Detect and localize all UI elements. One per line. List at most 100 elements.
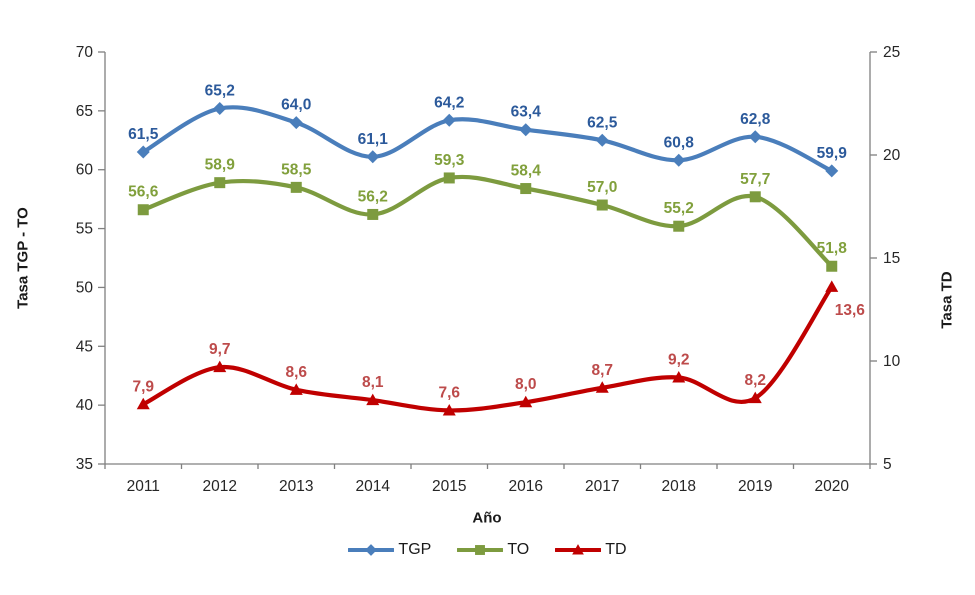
data-label-TO: 55,2 bbox=[664, 200, 694, 217]
triangle-marker-icon bbox=[213, 360, 227, 373]
data-label-TO: 59,3 bbox=[434, 152, 465, 169]
left-axis-tick-label: 50 bbox=[76, 279, 94, 296]
diamond-marker-icon bbox=[519, 123, 533, 137]
data-label-TGP: 64,0 bbox=[281, 97, 311, 114]
triangle-marker-icon bbox=[366, 393, 380, 406]
x-axis-category-label: 2017 bbox=[585, 478, 619, 495]
x-axis-category-label: 2019 bbox=[738, 478, 772, 495]
data-label-TD: 7,9 bbox=[132, 378, 154, 395]
triangle-marker-icon bbox=[572, 544, 585, 555]
data-label-TD: 8,1 bbox=[362, 374, 384, 391]
diamond-marker-icon bbox=[289, 116, 303, 130]
data-label-TO: 56,6 bbox=[128, 184, 159, 201]
x-axis-category-label: 2020 bbox=[815, 478, 850, 495]
square-marker-icon bbox=[749, 191, 761, 203]
data-label-TGP: 60,8 bbox=[664, 134, 695, 151]
data-label-TD: 8,2 bbox=[744, 372, 766, 389]
square-marker-icon bbox=[290, 181, 302, 193]
data-label-TD: 9,2 bbox=[668, 351, 690, 368]
right-axis-tick-label: 25 bbox=[883, 44, 900, 61]
triangle-marker-icon bbox=[136, 397, 150, 410]
legend-swatch-to-icon bbox=[457, 545, 504, 555]
right-axis-tick-label: 5 bbox=[883, 456, 892, 473]
legend-item-to: TO bbox=[457, 541, 529, 559]
x-axis-category-label: 2014 bbox=[356, 478, 391, 495]
square-marker-icon bbox=[596, 199, 608, 211]
data-label-TD: 8,6 bbox=[285, 364, 307, 381]
left-axis-title: Tasa TGP - TO bbox=[14, 207, 32, 309]
legend-label-td: TD bbox=[605, 541, 627, 558]
left-axis-tick-label: 45 bbox=[76, 338, 93, 355]
data-label-TD: 9,7 bbox=[209, 341, 231, 358]
series-TO: 56,6 58,9 58,5 56,2 59,3 58,4 57,0 55,2 57,7 51,8 bbox=[128, 152, 847, 272]
data-label-TGP: 61,1 bbox=[358, 131, 389, 148]
diamond-marker-icon bbox=[442, 113, 456, 127]
x-axis-category-label: 2011 bbox=[127, 478, 160, 495]
triangle-marker-icon bbox=[519, 395, 533, 408]
data-label-TO: 58,9 bbox=[205, 157, 236, 174]
square-marker-icon bbox=[137, 204, 149, 216]
triangle-marker-icon bbox=[825, 280, 839, 292]
x-axis-category-label: 2018 bbox=[662, 478, 696, 495]
triangle-marker-icon bbox=[748, 391, 762, 404]
x-axis-category-label: 2016 bbox=[509, 478, 543, 495]
legend-label-tgp: TGP bbox=[398, 541, 432, 558]
square-marker-icon bbox=[443, 172, 455, 184]
data-label-TO: 58,4 bbox=[511, 163, 542, 180]
data-label-TO: 57,0 bbox=[587, 179, 617, 196]
diamond-marker-icon bbox=[136, 145, 150, 159]
left-axis-tick-label: 60 bbox=[76, 162, 94, 179]
legend-swatch-tgp-icon bbox=[348, 544, 395, 556]
diamond-marker-icon bbox=[366, 150, 380, 164]
legend-swatch-td-icon bbox=[555, 544, 602, 555]
data-label-TGP: 64,2 bbox=[434, 94, 464, 111]
series-line-TD bbox=[141, 284, 834, 413]
data-label-TD: 8,7 bbox=[591, 362, 613, 379]
series-TGP: 61,5 65,2 64,0 61,1 64,2 63,4 62,5 60,8 62,8 59,9 bbox=[128, 83, 847, 178]
data-label-TD: 13,6 bbox=[835, 302, 866, 319]
series-line-TO bbox=[141, 174, 834, 269]
square-marker-icon bbox=[826, 260, 838, 272]
square-marker-icon bbox=[367, 208, 379, 220]
x-axis-category-label: 2012 bbox=[203, 478, 237, 495]
x-axis-category-label: 2013 bbox=[279, 478, 313, 495]
left-axis-tick-label: 35 bbox=[76, 456, 93, 473]
data-label-TGP: 63,4 bbox=[511, 104, 542, 121]
legend-item-td: TD bbox=[555, 541, 627, 559]
diamond-marker-icon bbox=[213, 102, 227, 116]
x-axis-title: Año bbox=[472, 509, 502, 527]
legend: TGP TO TD bbox=[105, 541, 870, 559]
right-axis-tick-label: 15 bbox=[883, 250, 900, 267]
diamond-marker-icon bbox=[595, 133, 609, 147]
triangle-marker-icon bbox=[595, 381, 609, 393]
right-axis-title: Tasa TD bbox=[938, 271, 956, 329]
diamond-marker-icon bbox=[672, 153, 686, 167]
square-marker-icon bbox=[673, 220, 685, 232]
square-marker-icon bbox=[475, 545, 486, 555]
data-label-TGP: 61,5 bbox=[128, 126, 159, 143]
legend-label-to: TO bbox=[507, 541, 530, 558]
triangle-marker-icon bbox=[672, 370, 686, 383]
data-label-TO: 51,8 bbox=[817, 240, 848, 257]
left-axis-tick-label: 65 bbox=[76, 103, 93, 120]
data-label-TGP: 62,8 bbox=[740, 111, 771, 128]
diamond-marker-icon bbox=[365, 544, 378, 556]
diamond-marker-icon bbox=[748, 130, 762, 144]
square-marker-icon bbox=[520, 183, 532, 195]
triangle-marker-icon bbox=[442, 403, 456, 416]
left-axis-tick-label: 55 bbox=[76, 221, 93, 238]
data-label-TGP: 62,5 bbox=[587, 114, 618, 131]
series-line-TGP bbox=[141, 105, 834, 173]
data-label-TGP: 65,2 bbox=[205, 83, 235, 100]
square-marker-icon bbox=[214, 177, 226, 189]
legend-item-tgp: TGP bbox=[348, 541, 431, 559]
series-TD: 7,9 9,7 8,6 8,1 7,6 8,0 8,7 9,2 8,2 13,6 bbox=[132, 280, 866, 416]
left-axis-tick-label: 70 bbox=[76, 44, 94, 61]
data-label-TO: 57,7 bbox=[740, 171, 770, 188]
data-label-TD: 7,6 bbox=[438, 384, 460, 401]
data-label-TGP: 59,9 bbox=[817, 145, 848, 162]
left-axis-tick-label: 40 bbox=[76, 397, 94, 414]
right-axis-tick-label: 20 bbox=[883, 147, 901, 164]
